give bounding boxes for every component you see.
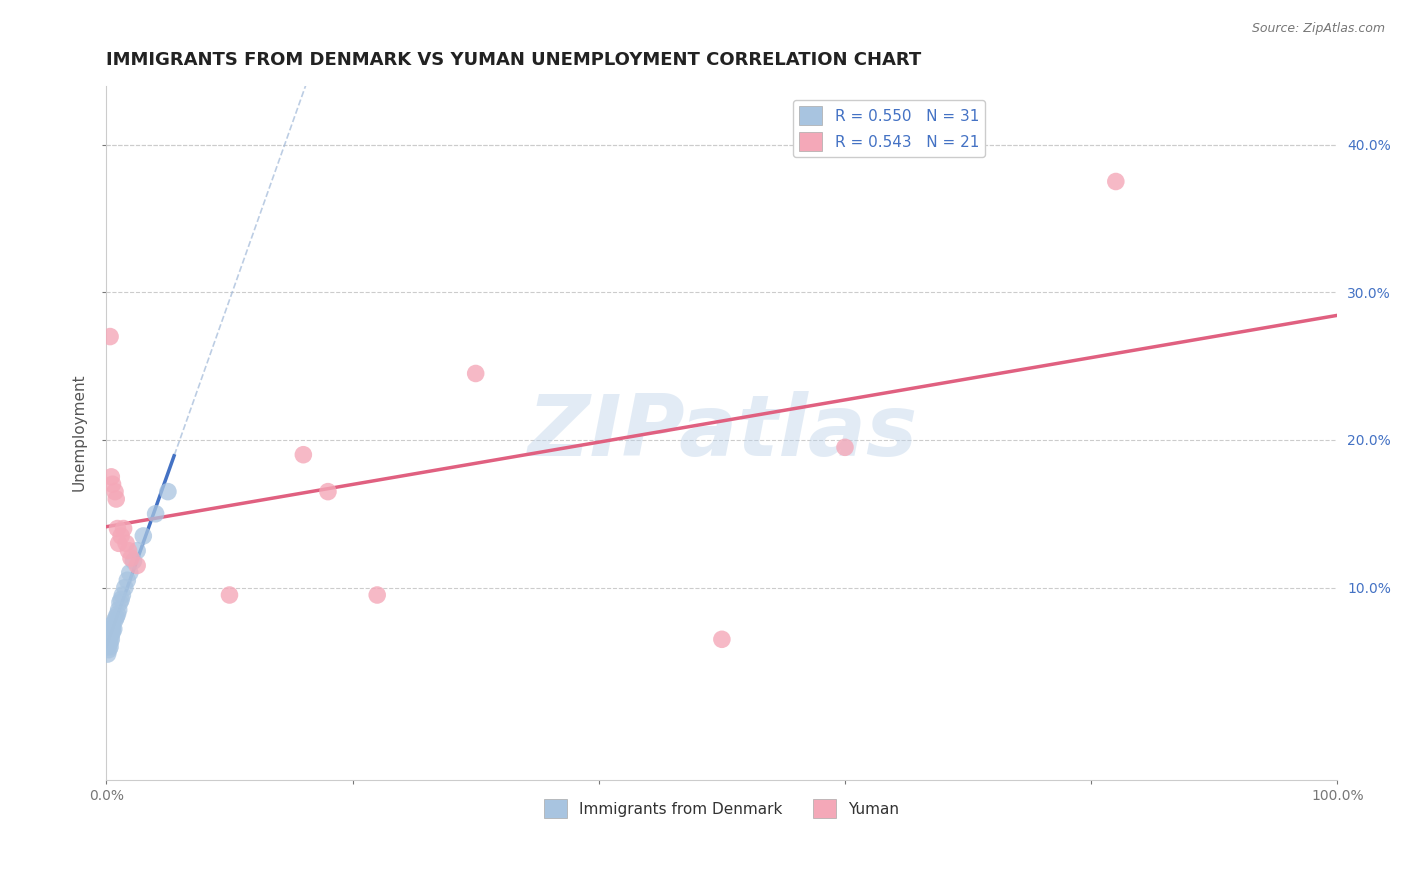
Point: [145, 507, 167, 521]
Point: [107, 603, 129, 617]
Point: [110, 529, 132, 543]
Point: [114, 581, 136, 595]
Point: [107, 522, 129, 536]
Point: [101, 620, 124, 634]
Point: [107, 536, 129, 550]
Point: [98, 624, 121, 639]
Point: [105, 610, 128, 624]
Point: [127, 543, 149, 558]
Point: [104, 484, 127, 499]
Point: [101, 624, 124, 639]
Point: [97, 640, 120, 654]
Point: [115, 536, 138, 550]
Point: [112, 522, 135, 536]
Point: [127, 558, 149, 573]
Text: Source: ZipAtlas.com: Source: ZipAtlas.com: [1251, 22, 1385, 36]
Point: [100, 632, 122, 647]
Point: [120, 551, 142, 566]
Point: [1105, 174, 1128, 188]
Point: [104, 613, 127, 627]
Point: [98, 635, 121, 649]
Point: [97, 642, 120, 657]
Point: [98, 329, 121, 343]
Point: [97, 647, 120, 661]
Point: [105, 491, 128, 506]
Point: [132, 529, 155, 543]
Point: [97, 632, 120, 647]
Point: [100, 622, 122, 636]
Point: [101, 477, 124, 491]
Point: [117, 543, 139, 558]
Legend: Immigrants from Denmark, Yuman: Immigrants from Denmark, Yuman: [538, 793, 905, 824]
Point: [107, 607, 129, 622]
Point: [100, 628, 122, 642]
Point: [98, 640, 121, 654]
Point: [366, 588, 388, 602]
Point: [292, 448, 315, 462]
Y-axis label: Unemployment: Unemployment: [72, 374, 86, 491]
Point: [118, 566, 141, 580]
Point: [97, 637, 120, 651]
Point: [156, 484, 179, 499]
Point: [464, 367, 486, 381]
Point: [117, 573, 139, 587]
Point: [103, 622, 125, 636]
Text: ZIPatlas: ZIPatlas: [527, 391, 917, 474]
Point: [111, 588, 134, 602]
Point: [710, 632, 733, 647]
Text: IMMIGRANTS FROM DENMARK VS YUMAN UNEMPLOYMENT CORRELATION CHART: IMMIGRANTS FROM DENMARK VS YUMAN UNEMPLO…: [107, 51, 921, 69]
Point: [101, 617, 124, 632]
Point: [110, 592, 132, 607]
Point: [108, 595, 131, 609]
Point: [98, 628, 121, 642]
Point: [218, 588, 240, 602]
Point: [100, 470, 122, 484]
Point: [316, 484, 339, 499]
Point: [122, 554, 145, 568]
Point: [834, 440, 856, 454]
